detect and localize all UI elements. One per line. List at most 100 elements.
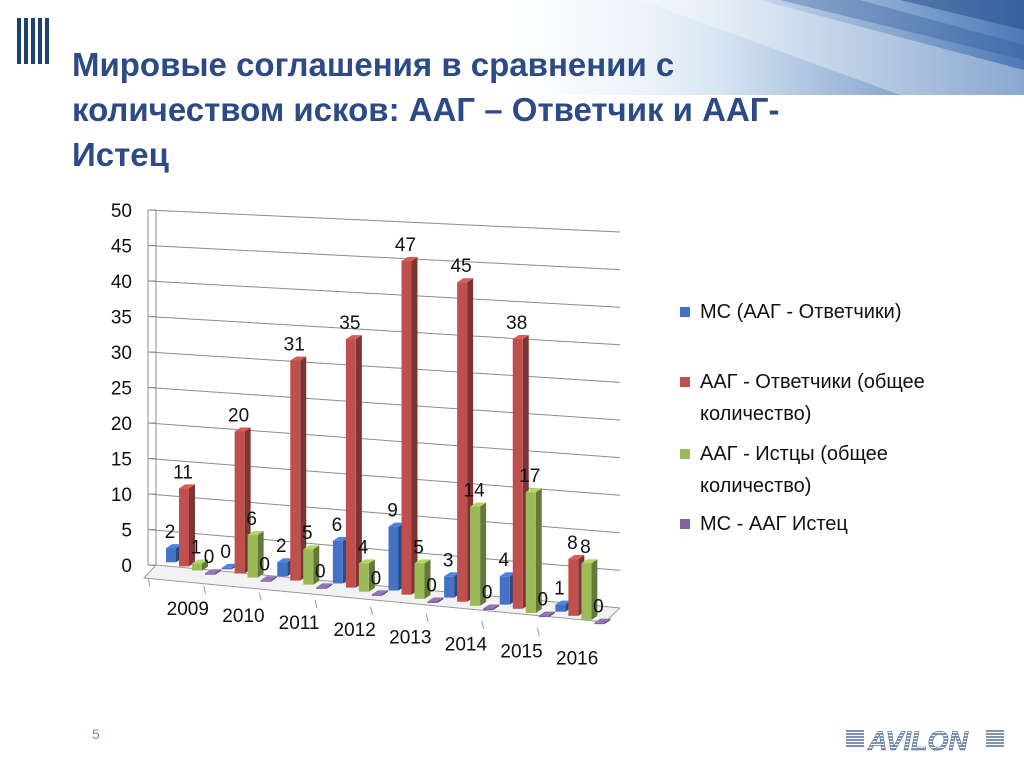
bar — [316, 583, 333, 589]
avilon-logo: AVILON — [846, 724, 1006, 756]
legend-item: ААГ - Истцы (общее количество) — [680, 438, 1000, 502]
y-tick-label: 10 — [111, 485, 132, 506]
x-tick — [258, 592, 262, 601]
legend-label: МС (ААГ - Ответчики) — [700, 301, 902, 323]
x-tick — [203, 585, 207, 594]
y-tick-label: 5 — [121, 521, 132, 542]
bar — [303, 545, 320, 585]
y-tick-label: 15 — [111, 450, 132, 471]
data-label: 47 — [395, 235, 416, 256]
gridline — [147, 280, 620, 308]
gridline — [147, 387, 620, 421]
bar — [470, 502, 487, 606]
bars — [166, 256, 611, 625]
svg-text:AVILON: AVILON — [867, 726, 968, 754]
bar — [483, 604, 500, 611]
data-label: 0 — [204, 547, 215, 568]
data-label: 11 — [173, 462, 193, 483]
data-label: 6 — [246, 509, 257, 530]
gridline — [147, 458, 620, 496]
bar — [247, 531, 264, 578]
legend-swatch — [680, 377, 690, 387]
header-banner — [0, 0, 1024, 95]
data-label: 38 — [506, 313, 527, 334]
data-label: 0 — [593, 597, 604, 618]
data-label: 0 — [482, 583, 493, 604]
data-label: 0 — [537, 590, 548, 611]
gridline — [147, 493, 620, 534]
bar — [594, 618, 611, 625]
data-label: 9 — [387, 501, 398, 522]
data-label: 20 — [228, 405, 249, 426]
bar — [290, 356, 307, 581]
y-tick-label: 25 — [111, 379, 132, 400]
gridline — [147, 422, 620, 459]
bar — [538, 611, 555, 618]
slide-title: Мировые соглашения в сравнении с количес… — [72, 46, 780, 173]
data-label: 4 — [498, 550, 509, 571]
bar — [179, 484, 195, 567]
y-tick-label: 45 — [111, 237, 132, 258]
data-label: 0 — [371, 568, 382, 589]
bar — [205, 569, 221, 575]
data-label: 0 — [426, 575, 437, 596]
bar — [401, 256, 418, 595]
y-tick-label: 50 — [111, 201, 132, 222]
data-label: 8 — [567, 533, 578, 554]
y-tick-label: 30 — [111, 343, 132, 364]
data-label: 35 — [339, 313, 360, 334]
legend-item: МС - ААГ Истец — [680, 508, 1000, 540]
bar — [371, 590, 388, 596]
gridlines — [147, 209, 620, 609]
gridline — [147, 245, 620, 271]
bar — [260, 576, 277, 582]
data-label: 0 — [315, 561, 326, 582]
legend-label: МС - ААГ Истец — [700, 513, 848, 535]
legend-swatch — [680, 449, 690, 459]
data-label: 5 — [302, 523, 313, 544]
data-label: 31 — [284, 334, 305, 355]
data-label: 2 — [276, 536, 287, 557]
bar — [581, 559, 598, 621]
y-tick-label: 40 — [111, 272, 132, 293]
bar — [427, 597, 444, 603]
x-tick-label: 2012 — [334, 620, 376, 641]
data-label: 1 — [191, 537, 202, 558]
gridline — [147, 209, 620, 233]
data-label: 2 — [165, 522, 176, 543]
y-tick-label: 0 — [121, 556, 132, 577]
bar — [414, 559, 431, 599]
x-tick — [370, 606, 373, 615]
bar — [345, 335, 362, 588]
bar — [525, 488, 542, 613]
data-label: 3 — [443, 550, 454, 571]
bar — [358, 559, 375, 592]
bar — [192, 559, 208, 571]
legend-swatch — [680, 519, 690, 529]
gridline — [147, 316, 620, 346]
legend-label: ААГ - Истцы (общее количество) — [700, 443, 888, 497]
data-label: 8 — [580, 537, 591, 558]
logo-icon — [17, 18, 49, 64]
legend-item: МС (ААГ - Ответчики) — [680, 296, 1000, 328]
page-number: 5 — [92, 726, 100, 742]
x-tick-label: 2016 — [556, 648, 598, 669]
x-tick-label: 2015 — [500, 641, 542, 662]
x-tick — [425, 613, 429, 622]
x-tick — [536, 627, 540, 637]
data-label: 45 — [451, 256, 472, 277]
data-label: 14 — [464, 480, 486, 501]
x-tick-label: 2013 — [389, 627, 431, 648]
data-label: 6 — [332, 515, 343, 536]
data-label: 1 — [554, 579, 565, 600]
x-tick — [481, 620, 485, 629]
y-tick-label: 35 — [111, 308, 132, 329]
legend-item: ААГ - Ответчики (общее количество) — [680, 366, 1000, 430]
legend-label: ААГ - Ответчики (общее количество) — [700, 371, 925, 425]
y-tick-label: 20 — [111, 414, 132, 435]
x-tick-label: 2009 — [167, 599, 209, 620]
x-tick — [314, 599, 318, 608]
x-tick-label: 2014 — [445, 634, 488, 655]
